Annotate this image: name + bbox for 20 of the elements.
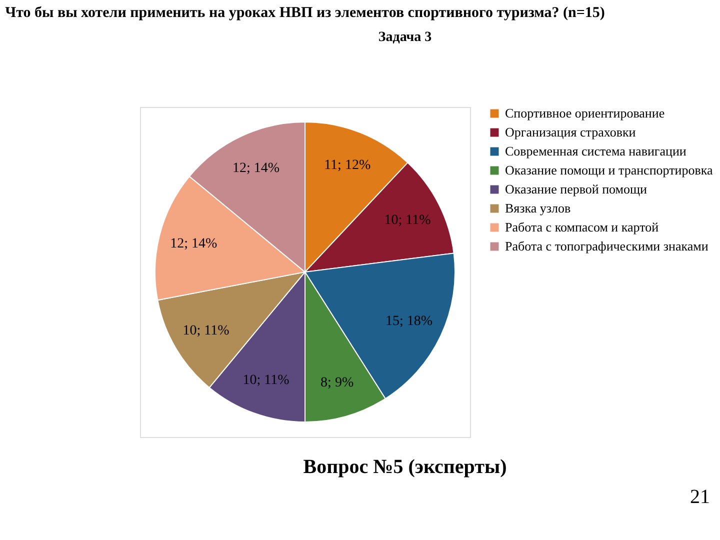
data-label: 11; 12% <box>324 158 371 174</box>
data-label: 10; 11% <box>242 373 290 388</box>
legend-label: Организация страховки <box>505 124 636 140</box>
legend-label: Вязка узлов <box>505 200 571 216</box>
data-label: 12; 14% <box>170 236 218 252</box>
legend-label: Спортивное ориентирование <box>505 106 665 120</box>
data-label: 8; 9% <box>320 375 354 390</box>
text: Задача 3 <box>378 30 432 45</box>
legend-label: Оказание помощи и транспортировка <box>505 162 713 178</box>
legend-label: Работа с топографическими знаками <box>505 238 708 254</box>
text: 21 <box>690 486 710 508</box>
chart-title: Что бы вы хотели применить на уроках НВП из элементов спортивного туризма? (n=15) <box>5 5 605 21</box>
data-label: 10; 11% <box>182 324 230 339</box>
data-label: 10; 11% <box>384 212 432 228</box>
legend-label: Современная система навигации <box>505 144 686 158</box>
data-label: 15; 18% <box>386 314 433 329</box>
legend-label: Оказание первой помощи <box>505 182 648 196</box>
text: Вопрос №5 (эксперты) <box>303 456 507 478</box>
data-label: 12; 14% <box>232 160 280 176</box>
legend-label: Работа с компасом и картой <box>505 220 659 234</box>
